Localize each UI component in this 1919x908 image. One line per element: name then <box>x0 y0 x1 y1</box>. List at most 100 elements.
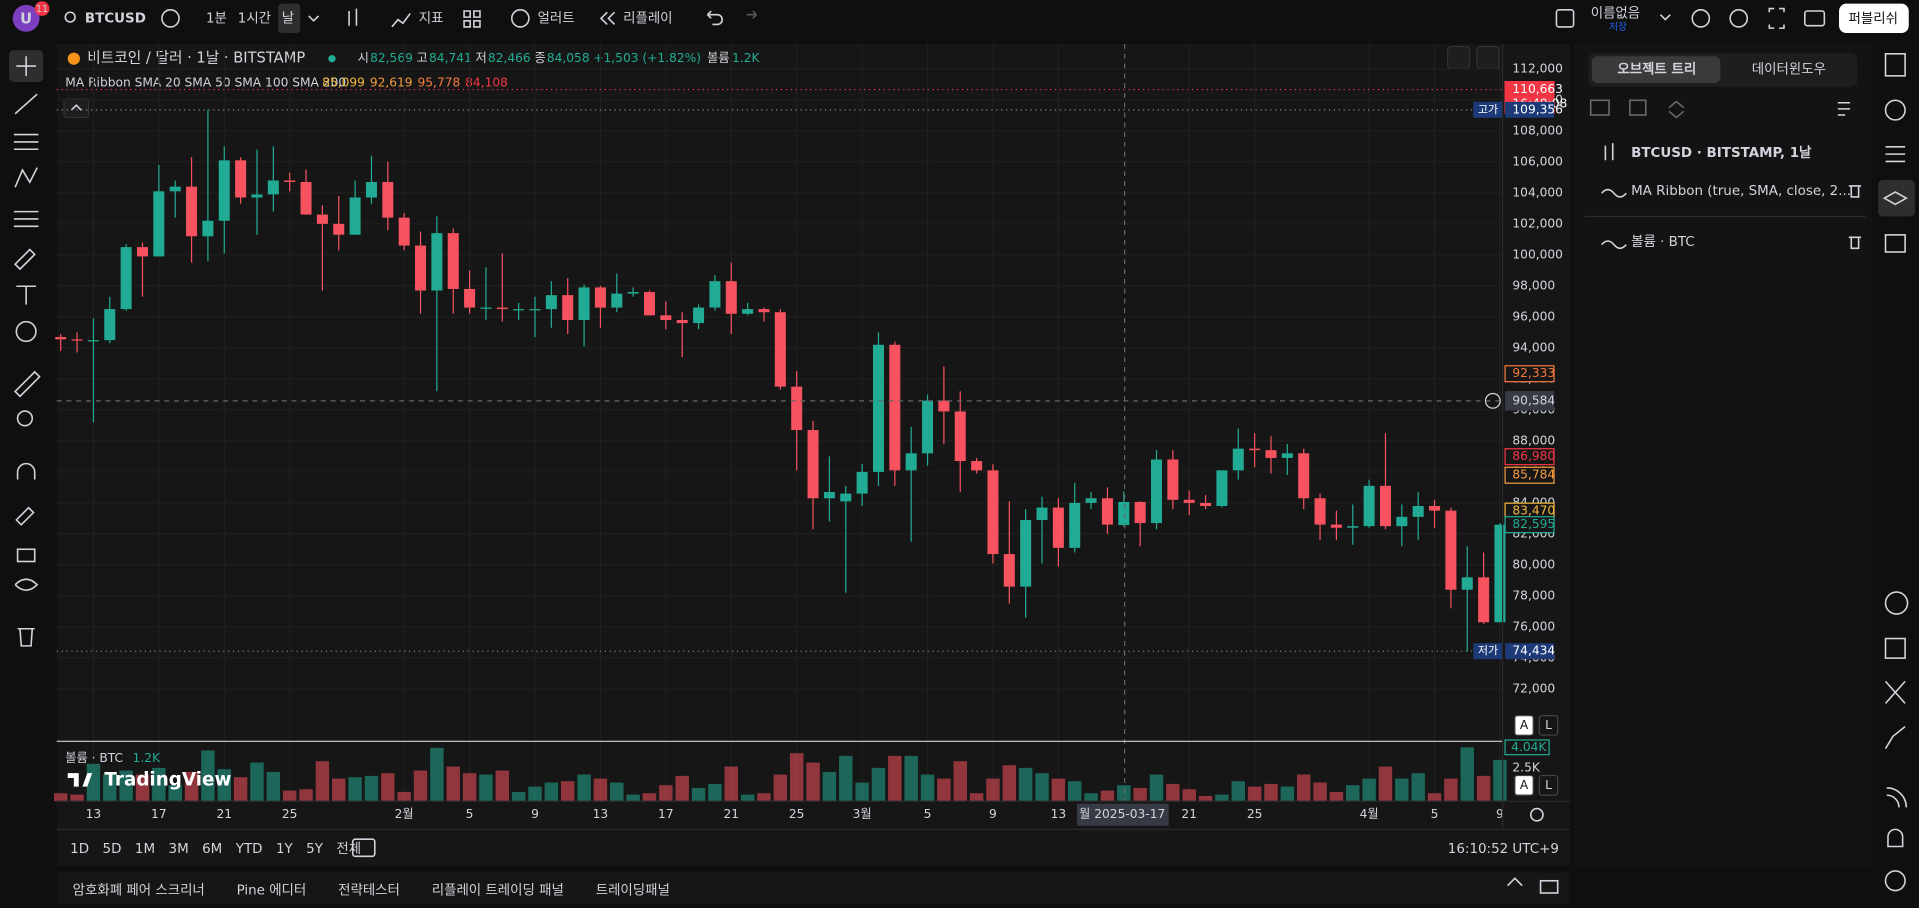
scale-button-bg[interactable] <box>1538 774 1559 796</box>
volume-bar <box>675 775 689 802</box>
candle-body <box>856 471 868 494</box>
range-button[interactable]: YTD <box>235 842 263 857</box>
interval[interactable]: 1분 <box>206 11 227 26</box>
text-tool[interactable] <box>16 285 36 305</box>
fib-tool[interactable] <box>13 133 39 151</box>
layout-menu[interactable] <box>1659 14 1671 21</box>
add-symbol[interactable] <box>161 8 180 28</box>
undo[interactable] <box>706 10 723 26</box>
object-tree[interactable] <box>1882 191 1908 206</box>
left-toolbar <box>9 50 44 647</box>
indicators[interactable]: 지표 <box>419 10 444 26</box>
bottom-tab[interactable]: 암호화폐 페어 스크리너 <box>73 883 205 899</box>
line-tool[interactable] <box>14 93 38 115</box>
forecast-tool[interactable] <box>13 210 39 228</box>
redo[interactable] <box>746 10 757 19</box>
magnet-tool[interactable] <box>16 462 36 480</box>
manage[interactable] <box>1837 101 1851 116</box>
indicators-icon[interactable] <box>391 12 411 28</box>
axis-settings[interactable] <box>1529 807 1544 822</box>
settings[interactable] <box>1729 8 1749 28</box>
replay-icon[interactable] <box>599 11 616 26</box>
lock-tool[interactable] <box>16 548 36 563</box>
scale-button-bg[interactable] <box>1538 715 1559 736</box>
help[interactable] <box>1884 870 1906 892</box>
delete[interactable] <box>1848 185 1862 198</box>
collapse-legend[interactable] <box>63 98 90 119</box>
visibility-tool[interactable] <box>14 578 39 592</box>
pine[interactable] <box>1884 726 1906 750</box>
reset-button[interactable] <box>1476 45 1500 70</box>
interval[interactable]: 날 <box>282 10 294 26</box>
layout-name[interactable]: 이름없음 <box>1591 5 1640 21</box>
range-button[interactable]: 1Y <box>276 842 294 857</box>
tree-item[interactable]: MA Ribbon (true, SMA, close, 2... <box>1631 184 1851 199</box>
volume-bar <box>1362 778 1376 802</box>
scale-button-bg[interactable] <box>1514 774 1534 796</box>
replay[interactable]: 리플레이 <box>623 10 672 26</box>
price-label: 83,470 <box>1512 504 1555 518</box>
trading[interactable] <box>1884 680 1906 704</box>
x-tick-label: 17 <box>658 807 674 821</box>
date-range-icon[interactable] <box>351 838 376 858</box>
add-button[interactable] <box>1484 392 1501 409</box>
symbol[interactable]: BTCUSD <box>85 11 146 26</box>
scroll-button[interactable] <box>1446 45 1471 70</box>
avatar[interactable] <box>12 4 40 32</box>
chart-type[interactable] <box>348 8 358 26</box>
range-button[interactable]: 1D <box>70 842 89 857</box>
layout-icon[interactable] <box>1555 8 1575 28</box>
notifications[interactable] <box>1887 828 1904 848</box>
interval-menu[interactable] <box>308 15 320 22</box>
bottom-tab[interactable]: Pine 에디터 <box>237 883 307 899</box>
tree-item[interactable]: BTCUSD · BITSTAMP, 1날 <box>1631 145 1812 161</box>
alerts[interactable] <box>1884 99 1906 121</box>
maximize-panel[interactable] <box>1539 879 1559 894</box>
candle-body <box>1445 510 1457 590</box>
snapshot[interactable] <box>1803 10 1826 27</box>
crosshair-tool[interactable] <box>16 56 36 76</box>
templates[interactable] <box>463 10 481 28</box>
bottom-tab[interactable]: 트레이딩패널 <box>596 883 670 899</box>
price-label-box <box>1504 365 1555 383</box>
publish-button[interactable] <box>1839 3 1909 34</box>
interval[interactable]: 1시간 <box>238 10 271 26</box>
bottom-tab[interactable]: 전략테스터 <box>338 883 400 899</box>
range-button[interactable]: 전체 <box>336 841 361 857</box>
alert[interactable]: 얼러트 <box>537 10 574 26</box>
fullscreen[interactable] <box>1768 7 1785 29</box>
search-icon[interactable] <box>64 11 76 23</box>
streams[interactable] <box>1886 786 1908 808</box>
calendar[interactable] <box>1884 637 1906 659</box>
draw-mode[interactable] <box>15 506 35 526</box>
move[interactable] <box>1668 100 1685 119</box>
news[interactable] <box>1885 145 1906 163</box>
zoom-tool[interactable] <box>16 410 34 427</box>
new-group[interactable] <box>1589 99 1610 116</box>
ruler-tool[interactable] <box>14 370 41 398</box>
ma-legend: MA Ribbon SMA 20 SMA 50 SMA 100 SMA 200 <box>65 76 346 90</box>
emoji-tool[interactable] <box>15 320 37 343</box>
delete[interactable] <box>1848 236 1862 250</box>
range-button[interactable]: 3M <box>169 842 189 857</box>
range-button[interactable]: 1M <box>135 842 155 857</box>
collapse-panel[interactable] <box>1506 877 1523 887</box>
tab[interactable]: 데이터윈도우 <box>1752 62 1826 78</box>
range-button[interactable]: 5Y <box>306 842 324 857</box>
range-button[interactable]: 5D <box>103 842 122 857</box>
clone[interactable] <box>1629 99 1647 116</box>
ideas[interactable] <box>1884 591 1909 615</box>
tree-item[interactable]: 볼륨 · BTC <box>1631 234 1695 250</box>
brush-tool[interactable] <box>14 248 36 271</box>
bottom-tab[interactable]: 리플레이 트레이딩 패널 <box>432 883 564 899</box>
watchlist[interactable] <box>1884 53 1906 77</box>
tab[interactable]: 오브젝트 트리 <box>1617 61 1696 78</box>
pattern-tool[interactable] <box>14 167 38 188</box>
chat[interactable] <box>1884 234 1906 253</box>
delete-tool[interactable] <box>17 627 35 647</box>
quick-search[interactable] <box>1691 8 1711 28</box>
range-button[interactable]: 6M <box>202 842 222 857</box>
scale-button-bg[interactable] <box>1514 715 1534 736</box>
alert-icon[interactable] <box>510 8 530 28</box>
candle-body <box>1494 524 1506 623</box>
